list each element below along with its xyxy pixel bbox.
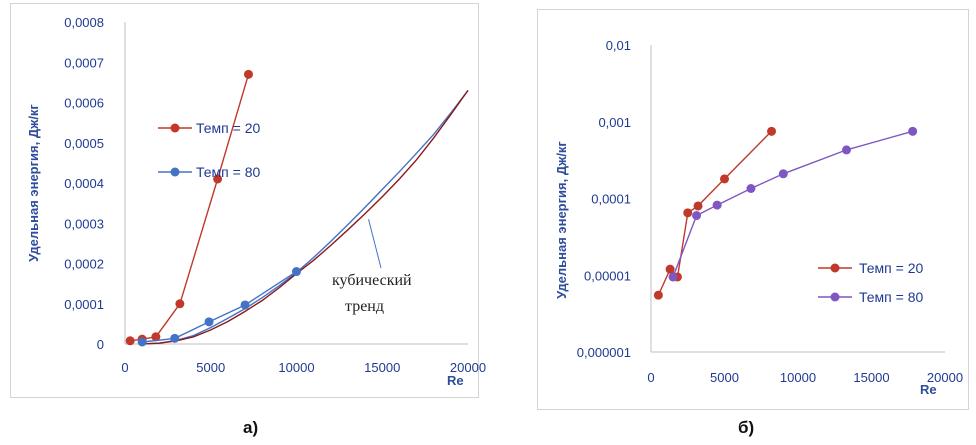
legend-marker: [830, 292, 840, 302]
y-tick-label: 0,0004: [64, 176, 104, 191]
chart-panel-b: [537, 9, 969, 410]
data-point: [720, 174, 729, 184]
data-point: [778, 169, 788, 179]
y-tick-label: 0,0008: [64, 15, 104, 30]
data-point: [204, 317, 214, 327]
data-point: [712, 200, 722, 210]
data-point: [908, 126, 918, 136]
y-tick-label: 0,001: [598, 115, 631, 130]
y-tick-label: 0,0006: [64, 96, 104, 111]
data-point: [213, 174, 223, 184]
data-point: [137, 337, 147, 347]
x-tick-label: 20000: [927, 370, 963, 385]
legend-marker: [170, 123, 180, 133]
annotation-pointer: [368, 219, 382, 269]
data-point: [125, 336, 135, 346]
trend-line-2: [142, 89, 469, 345]
y-axis-title: Удельная энергия, Дж/кг: [554, 141, 569, 299]
x-tick-label: 15000: [364, 360, 400, 375]
y-tick-label: 0,01: [606, 38, 631, 53]
x-tick-label: 10000: [780, 370, 816, 385]
x-axis-title: Re: [447, 373, 464, 388]
data-point: [292, 267, 301, 277]
y-tick-label: 0,000001: [577, 345, 631, 360]
legend-marker: [830, 263, 840, 273]
legend-label: Темп = 80: [196, 164, 260, 180]
data-point: [170, 333, 180, 343]
data-point: [240, 300, 250, 310]
data-point: [668, 272, 678, 282]
y-tick-label: 0,00001: [584, 268, 631, 283]
series-line-2: [672, 130, 913, 278]
y-tick-label: 0,0003: [64, 216, 104, 231]
data-point: [683, 208, 693, 218]
x-tick-label: 5000: [710, 370, 739, 385]
x-tick-label: 0: [647, 370, 654, 385]
annotation-line-2: тренд: [345, 298, 384, 315]
x-tick-label: 15000: [853, 370, 889, 385]
legend-marker: [170, 167, 180, 177]
legend-label: Темп = 80: [859, 289, 923, 305]
y-tick-label: 0,0007: [64, 55, 104, 70]
x-tick-label: 20000: [450, 360, 486, 375]
legend-label: Темп = 20: [196, 120, 260, 136]
data-point: [175, 299, 185, 309]
x-tick-label: 10000: [278, 360, 314, 375]
legend-label: Темп = 20: [859, 260, 923, 276]
data-point: [151, 332, 161, 342]
data-point: [692, 211, 702, 221]
chart-panel-a: [10, 3, 479, 398]
trend-line-1: [142, 89, 469, 345]
y-tick-label: 0: [97, 337, 104, 352]
data-point: [767, 126, 777, 136]
x-tick-label: 0: [121, 360, 128, 375]
caption-a: а): [243, 418, 259, 437]
y-tick-label: 0,0002: [64, 257, 104, 272]
caption-b: б): [738, 418, 755, 437]
data-point: [746, 183, 756, 193]
y-tick-label: 0,0001: [591, 192, 631, 207]
x-axis-title: Re: [920, 382, 937, 397]
data-point: [693, 201, 703, 211]
y-axis-title: Удельная энергия, Дж/кг: [26, 104, 41, 262]
data-point: [653, 290, 663, 300]
annotation-line-1: кубический: [332, 272, 412, 289]
y-tick-label: 0,0001: [64, 297, 104, 312]
y-tick-label: 0,0005: [64, 136, 104, 151]
data-point: [243, 69, 253, 79]
data-point: [665, 264, 675, 274]
data-point: [842, 145, 852, 155]
x-tick-label: 5000: [196, 360, 225, 375]
